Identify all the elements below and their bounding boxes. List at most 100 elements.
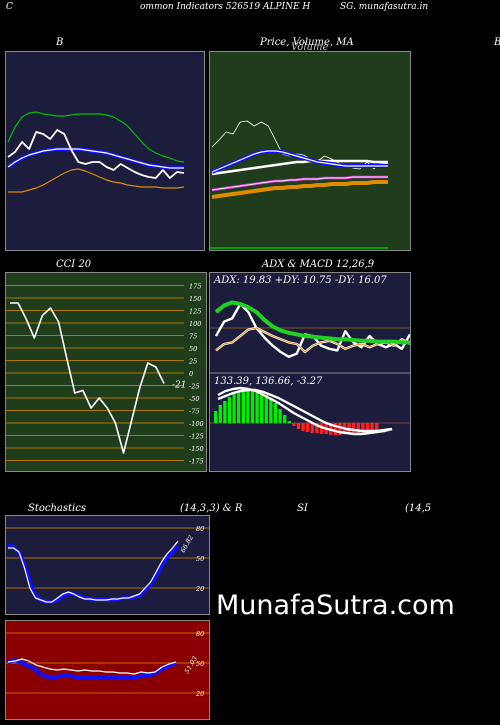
stoch-last-label: 66.82	[179, 534, 195, 554]
ma-orange	[211, 180, 388, 199]
macd-signal-line-inner	[217, 389, 393, 432]
watermark: MunafaSutra.com	[216, 590, 455, 621]
macd-histogram-bar-19	[301, 423, 305, 431]
cci-title: CCI 20	[56, 259, 92, 270]
rsi-smoothed-line	[7, 658, 177, 680]
adx-plot	[210, 300, 410, 436]
cci-tick-3: 100	[189, 320, 201, 328]
price-overlay: Volume	[291, 42, 329, 53]
ma-short-inner	[211, 150, 388, 173]
macd-histogram-bar-21	[310, 423, 314, 433]
ma-long-inner	[211, 160, 388, 175]
rsi-panel: 80 50 20 51.03	[5, 620, 210, 720]
price-line	[211, 120, 389, 170]
cci-tick-6: 25	[188, 358, 197, 366]
stoch-tick-0: 80	[196, 525, 204, 533]
header-title: ommon Indicators 526519 ALPINE H	[140, 2, 311, 12]
cci-tick-14: -175	[189, 458, 204, 466]
macd-histogram-bar-4	[232, 393, 236, 423]
macd-readout: 133.39, 136.66, -3.27	[214, 376, 323, 387]
macd-histogram-bar-7	[246, 390, 250, 423]
bb-lower-band	[8, 168, 185, 193]
header-left-label: C	[6, 2, 13, 12]
macd-histogram-bar-20	[306, 423, 310, 432]
macd-histogram-bar-31	[356, 423, 360, 433]
cci-tick-0: 175	[189, 283, 201, 291]
price-title: Price, Volume, MA	[260, 37, 354, 48]
stoch-panel: 80 50 20 66.82	[5, 515, 210, 615]
macd-histogram-bar-12	[269, 398, 273, 423]
macd-histogram-bar-32	[361, 423, 365, 432]
macd-histogram-bar-10	[260, 393, 264, 423]
macd-histogram-bar-34	[370, 423, 374, 431]
macd-histogram-bar-0	[214, 411, 218, 423]
macd-histogram-bar-27	[338, 423, 342, 435]
bb-upper-band	[7, 111, 185, 163]
macd-histogram-bar-14	[278, 409, 282, 423]
price-panel	[209, 51, 411, 251]
stoch-tick-2: 20	[195, 585, 204, 593]
macd-line-inner	[217, 387, 393, 435]
macd-histogram-bar-30	[352, 423, 356, 433]
header-site: SG. munafasutra.in	[340, 2, 429, 12]
bb-title: B	[56, 37, 64, 48]
cci-tick-9: -50	[189, 395, 199, 403]
macd-histogram-bar-1	[218, 405, 222, 423]
bb-right-edge: B	[494, 37, 500, 48]
cci-tick-12: -125	[189, 433, 204, 441]
macd-histogram-bar-17	[292, 423, 296, 426]
cci-tick-4: 75	[189, 333, 197, 341]
macd-histogram-bar-15	[283, 415, 287, 423]
cci-panel: 175 150 125 100 75 50 25 0 -25 -50 -75 -100 -125 -150…	[5, 272, 207, 472]
macd-histogram-bar-5	[237, 391, 241, 423]
cci-tick-1: 150	[189, 295, 201, 303]
macd-histogram-bar-9	[255, 392, 259, 423]
cci-line	[10, 302, 165, 454]
stoch-k-line	[8, 540, 179, 603]
adx-plus-di-outer	[214, 302, 410, 359]
price-plot	[210, 120, 389, 249]
macd-histogram-bar-8	[250, 391, 255, 423]
bb-price-line	[7, 129, 185, 179]
cci-tick-2: 125	[189, 308, 201, 316]
stoch-tick-1: 50	[196, 555, 204, 563]
cci-tick-10: -75	[189, 408, 199, 416]
macd-histogram-bar-23	[319, 423, 324, 434]
rsi-title-right: (14,5	[405, 503, 432, 514]
macd-histogram-bar-13	[273, 403, 278, 423]
macd-histogram-bar-22	[315, 423, 319, 433]
stoch-plot: 80 50 20 66.82	[6, 525, 209, 604]
bb-panel	[5, 51, 205, 251]
cci-tick-5: 50	[189, 345, 197, 353]
stoch-title-mid: (14,3,3) & R	[180, 503, 243, 514]
macd-histogram-bar-26	[333, 423, 337, 435]
rsi-tick-1: 50	[196, 660, 204, 668]
stoch-title-left: Stochastics	[28, 503, 86, 514]
rsi-title-mid: SI	[297, 503, 308, 514]
adx-line	[214, 300, 410, 345]
rsi-tick-0: 80	[196, 630, 204, 638]
macd-histogram-bar-11	[264, 395, 268, 423]
macd-histogram-bar-3	[227, 397, 232, 423]
adx-readout: ADX: 19.83 +DY: 10.75 -DY: 16.07	[214, 275, 387, 286]
cci-last-value: -21	[172, 381, 187, 391]
adx-panel: ADX: 19.83 +DY: 10.75 -DY: 16.07 133.39,…	[209, 272, 411, 472]
cci-tick-11: -100	[189, 420, 204, 428]
cci-tick-13: -150	[189, 445, 204, 453]
bb-middle-band-inner	[7, 148, 184, 169]
cci-tick-7: 0	[189, 370, 193, 378]
macd-histogram-bar-18	[296, 423, 301, 429]
rsi-line	[7, 658, 177, 675]
adx-plus-di-inner	[215, 303, 410, 358]
macd-histogram-bar-2	[223, 401, 227, 423]
macd-histogram-bar-33	[365, 423, 370, 432]
cci-plot: 175 150 125 100 75 50 25 0 -25 -50 -75 -100 -125 -150…	[6, 283, 204, 466]
adx-title: ADX & MACD 12,26,9	[262, 259, 375, 270]
bb-plot	[6, 111, 185, 193]
adx-minus-di-color	[215, 327, 410, 353]
ma-pink-inner	[211, 176, 388, 191]
macd-histogram-bar-6	[241, 389, 245, 423]
rsi-tick-2: 20	[195, 690, 204, 698]
macd-histogram-bar-35	[375, 423, 379, 431]
